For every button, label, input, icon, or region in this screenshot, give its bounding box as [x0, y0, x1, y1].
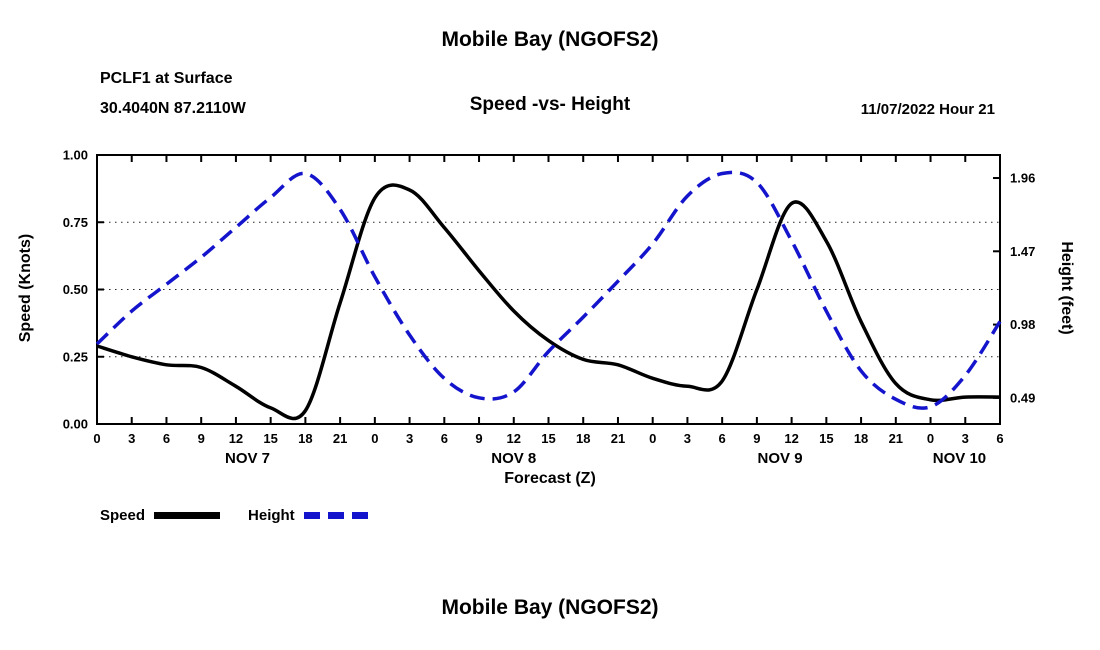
chart-subtitle: Speed -vs- Height [469, 94, 631, 115]
speed-line [96, 183, 1001, 421]
date-label: NOV 8 [491, 450, 536, 467]
y-left-tick-label: 0.50 [63, 282, 88, 297]
x-tick-label: 12 [507, 431, 521, 446]
x-tick-label: 21 [889, 431, 903, 446]
y-left-tick-label: 0.00 [63, 417, 88, 432]
x-tick-label: 9 [198, 431, 205, 446]
y-right-tick-label: 0.49 [1010, 390, 1035, 405]
footer-title: Mobile Bay (NGOFS2) [441, 596, 659, 619]
height-line [95, 170, 1002, 410]
x-tick-label: 6 [163, 431, 170, 446]
x-tick-label: 0 [927, 431, 934, 446]
x-tick-label: 6 [719, 431, 726, 446]
x-tick-label: 12 [784, 431, 798, 446]
date-label: NOV 10 [933, 450, 986, 467]
y-right-tick-label: 1.96 [1010, 171, 1035, 186]
x-tick-label: 15 [541, 431, 555, 446]
x-tick-label: 3 [406, 431, 413, 446]
y-left-tick-label: 1.00 [63, 148, 88, 163]
station-coordinates: 30.4040N 87.2110W [100, 100, 246, 117]
x-tick-label: 3 [128, 431, 135, 446]
x-tick-label: 6 [996, 431, 1003, 446]
x-tick-label: 3 [684, 431, 691, 446]
right-axis-title: Height (feet) [1058, 241, 1075, 335]
x-tick-label: 3 [962, 431, 969, 446]
x-tick-label: 9 [475, 431, 482, 446]
x-tick-label: 18 [298, 431, 312, 446]
x-tick-label: 18 [576, 431, 590, 446]
legend-speed-label: Speed [100, 507, 146, 524]
y-right-tick-label: 1.47 [1010, 244, 1035, 259]
y-right-tick-label: 0.98 [1010, 317, 1035, 332]
x-axis-title: Forecast (Z) [504, 470, 596, 487]
x-tick-label: 21 [333, 431, 347, 446]
x-tick-label: 15 [263, 431, 277, 446]
left-axis-title: Speed (Knots) [17, 233, 34, 343]
date-label: NOV 7 [225, 450, 270, 467]
date-label: NOV 9 [758, 450, 803, 467]
x-tick-label: 18 [854, 431, 868, 446]
x-tick-label: 0 [649, 431, 656, 446]
x-tick-label: 0 [93, 431, 100, 446]
x-tick-label: 6 [441, 431, 448, 446]
forecast-datetime: 11/07/2022 Hour 21 [860, 101, 995, 118]
y-left-tick-label: 0.25 [63, 349, 88, 364]
y-left-tick-label: 0.75 [63, 215, 88, 230]
x-tick-label: 0 [371, 431, 378, 446]
legend-height-label: Height [248, 507, 295, 524]
x-tick-label: 12 [229, 431, 243, 446]
x-tick-label: 21 [611, 431, 625, 446]
height-legend-swatch [303, 512, 370, 519]
station-label: PCLF1 at Surface [100, 70, 233, 87]
x-tick-label: 15 [819, 431, 833, 446]
legend: Speed Height [100, 507, 398, 524]
x-tick-label: 9 [753, 431, 760, 446]
page-title: Mobile Bay (NGOFS2) [441, 28, 659, 51]
speed-legend-swatch [154, 512, 221, 519]
